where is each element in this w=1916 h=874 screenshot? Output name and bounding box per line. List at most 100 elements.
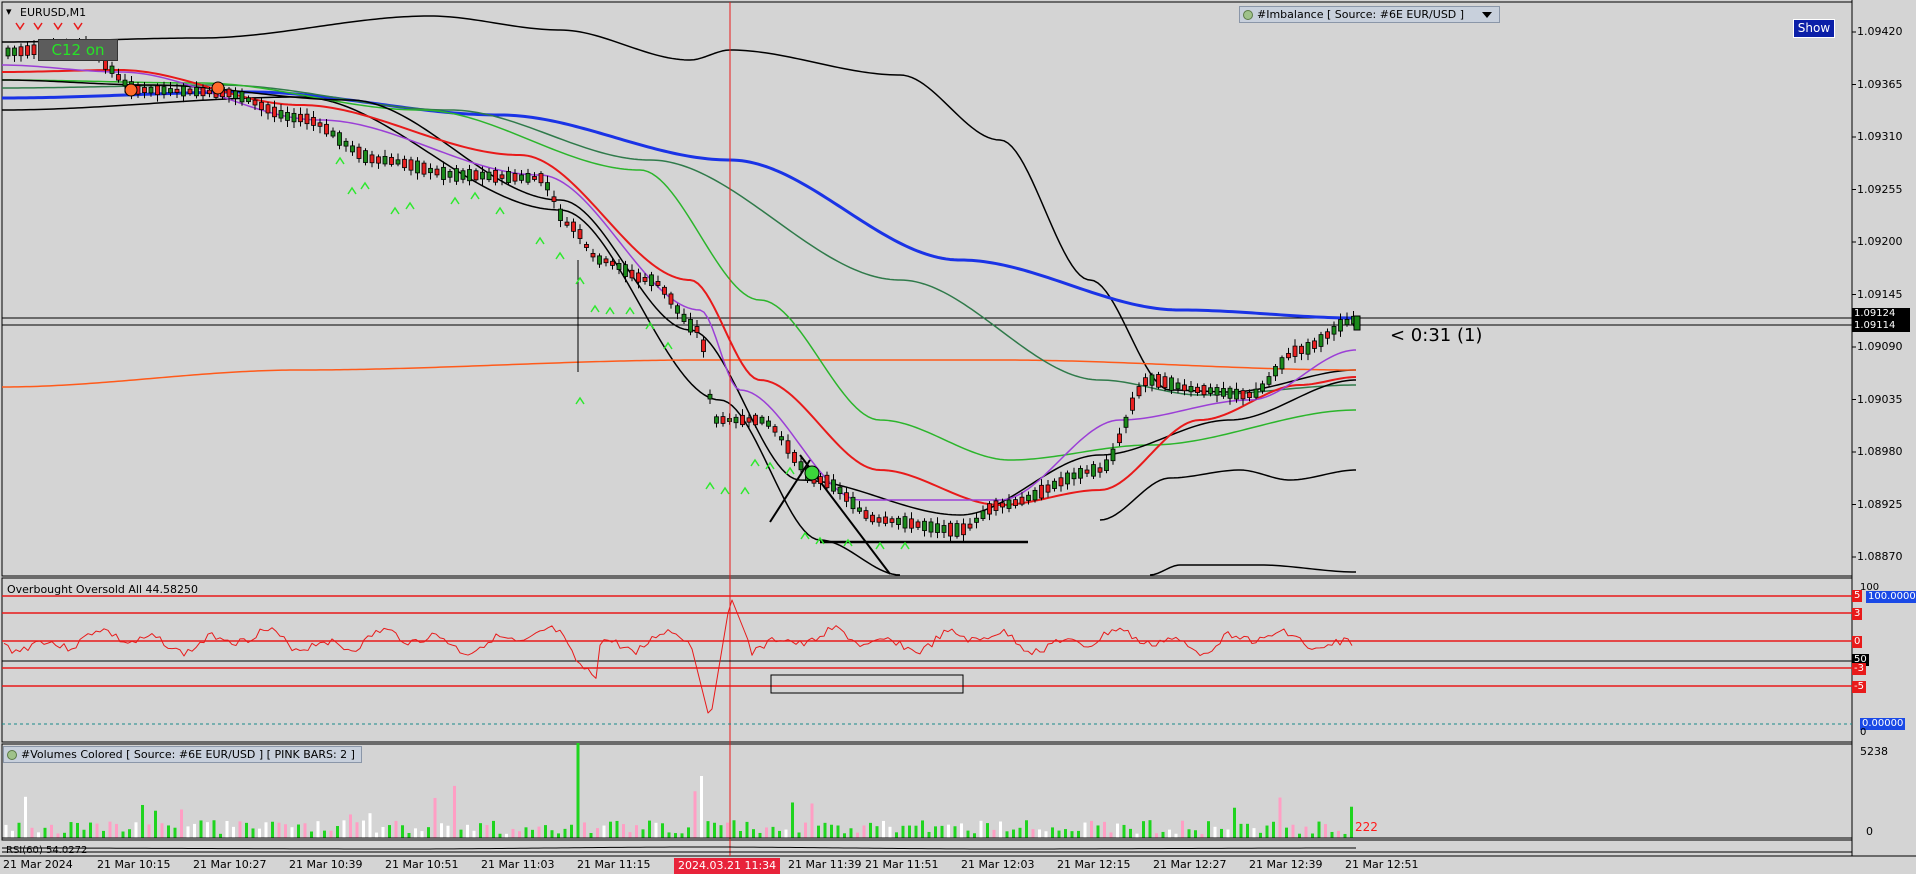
ma-blue-line (1, 90, 1357, 320)
fractal-up-arrow-icon (555, 251, 565, 260)
volume-bar (979, 820, 983, 838)
volume-bar (498, 833, 502, 838)
candle-body (772, 426, 778, 433)
candle-body (876, 517, 882, 523)
oscillator-highlight-box (770, 674, 964, 694)
volume-bar (115, 823, 118, 838)
volume-bar (908, 825, 911, 838)
candle-body (441, 166, 446, 180)
volume-bar (505, 833, 508, 838)
show-button[interactable]: Show (1793, 19, 1835, 38)
fractal-up-arrow-icon (590, 304, 600, 313)
osc-level-0-tag: 0 (1852, 636, 1863, 648)
chart-menu-arrow-icon[interactable]: ▾ (6, 5, 12, 18)
candle-body (714, 416, 719, 424)
volume-bar (1005, 831, 1009, 838)
volume-bar (89, 822, 92, 838)
volume-bar (297, 824, 300, 838)
imbalance-indicator-chip[interactable]: #Imbalance [ Source: #6E EUR/USD ] (1239, 6, 1500, 23)
volume-bar (856, 832, 859, 838)
volume-bar (193, 823, 196, 838)
volume-bar (160, 823, 164, 838)
current-ask-tag: 1.09114 (1852, 320, 1910, 332)
candle-body (343, 140, 349, 147)
candle-body (558, 208, 563, 221)
candle-body (1292, 345, 1298, 357)
volume-bar (713, 822, 716, 838)
candle-body (629, 269, 635, 279)
volume-bar (602, 825, 606, 838)
candle-body (1331, 325, 1337, 335)
volume-bar (1155, 833, 1158, 838)
candle-body (31, 44, 37, 56)
candle-body (1208, 387, 1213, 394)
volume-bar (1187, 829, 1191, 838)
volume-bar (576, 743, 580, 838)
candle-body (5, 47, 11, 57)
fractal-down-arrow-icon (15, 22, 25, 31)
candle-body (603, 258, 609, 264)
volume-bar (134, 822, 138, 838)
candle-body (798, 461, 804, 471)
time-axis-label: 21 Mar 11:15 (577, 858, 651, 871)
volume-bar (102, 830, 105, 838)
volume-bar (687, 827, 690, 838)
candle-body (233, 90, 238, 99)
candle-body (350, 145, 355, 153)
osc-level-5-tag: 5 (1852, 590, 1863, 602)
time-axis-label: 21 Mar 12:39 (1249, 858, 1323, 871)
candle-body (200, 87, 206, 97)
fractal-down-arrow-icon (53, 22, 63, 31)
candle-body (148, 86, 154, 94)
volume-bar (37, 832, 40, 838)
volume-bar (24, 796, 27, 838)
volume-bar (999, 821, 1002, 838)
osc-level-3-tag: 3 (1852, 608, 1863, 620)
volume-bar (804, 822, 807, 838)
candle-body (1305, 342, 1311, 355)
volume-bar (1090, 820, 1093, 838)
candle-body (844, 492, 849, 502)
volume-bar (1337, 830, 1340, 838)
price-axis-label: 1.09420 (1857, 25, 1903, 38)
volume-bar (667, 832, 671, 838)
ma-orange-line (1, 359, 1357, 388)
candle-body (1143, 377, 1148, 386)
candle-body (922, 520, 927, 532)
volumes-indicator-chip[interactable]: #Volumes Colored [ Source: #6E EUR/USD ]… (3, 746, 362, 763)
volume-bar (50, 824, 53, 838)
volume-bar (238, 821, 242, 838)
candle-body (1065, 472, 1070, 485)
candle-body (246, 97, 251, 103)
ma-green-line (1, 79, 1357, 461)
volume-bar (628, 832, 632, 838)
candle-body (837, 486, 843, 494)
volume-bar (219, 833, 222, 838)
candle-body (519, 174, 524, 181)
candle-body (1325, 331, 1330, 339)
volume-bar (277, 822, 281, 838)
candle-body (1188, 386, 1194, 393)
candle-body (174, 88, 180, 93)
c12-status-badge[interactable]: C12 on (38, 39, 118, 61)
volume-bar (615, 820, 619, 838)
volume-bar (1109, 832, 1113, 838)
time-axis-label: 21 Mar 10:27 (193, 858, 267, 871)
dropdown-arrow-icon[interactable] (1482, 11, 1493, 18)
candle-body (623, 264, 628, 277)
volume-bar (817, 825, 820, 838)
fractal-up-arrow-icon (335, 156, 345, 165)
candle-body (610, 260, 615, 266)
fractal-up-arrow-icon (740, 486, 750, 495)
volume-bar (765, 827, 768, 838)
fractal-up-arrow-icon (450, 196, 460, 205)
main-panel-frame (1, 1, 1853, 577)
volume-bar (108, 821, 112, 838)
candle-body (792, 452, 797, 463)
volume-bar (518, 831, 521, 838)
candle-body (389, 156, 394, 165)
volume-bar (1226, 829, 1230, 838)
candle-body (369, 154, 375, 164)
